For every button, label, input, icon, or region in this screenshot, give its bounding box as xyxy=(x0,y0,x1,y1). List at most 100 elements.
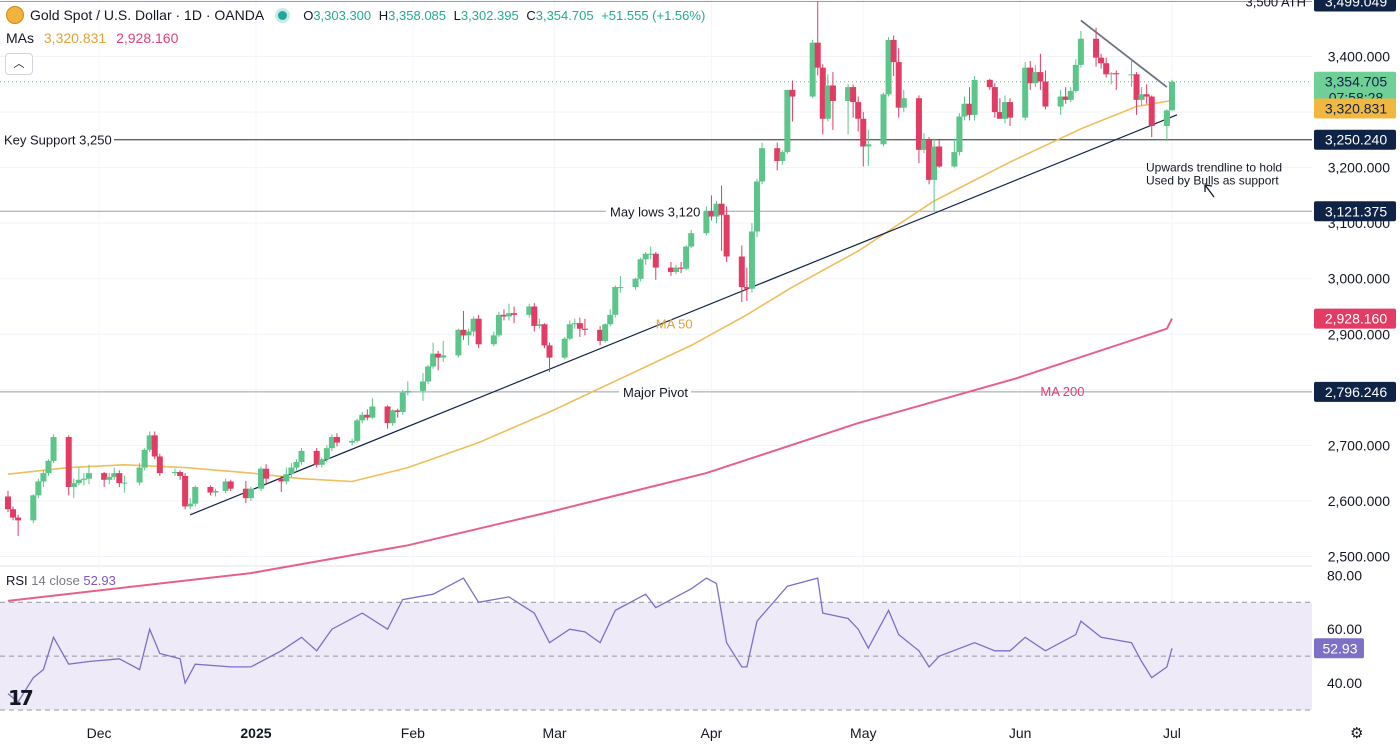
candle[interactable] xyxy=(192,487,199,504)
candle[interactable] xyxy=(926,139,933,180)
upward-trendline[interactable] xyxy=(189,114,1178,516)
rsi-legend[interactable]: RSI 14 close 52.93 xyxy=(6,573,116,588)
candle[interactable] xyxy=(860,118,867,147)
candle[interactable] xyxy=(951,152,958,167)
candle[interactable] xyxy=(688,233,695,247)
candle[interactable] xyxy=(865,144,872,147)
candle[interactable] xyxy=(673,267,680,273)
candle[interactable] xyxy=(718,203,725,215)
candle[interactable] xyxy=(850,87,857,103)
candle[interactable] xyxy=(809,42,816,97)
candle[interactable] xyxy=(440,355,447,358)
candle[interactable] xyxy=(683,246,690,269)
candle[interactable] xyxy=(222,481,229,491)
candle[interactable] xyxy=(242,488,249,499)
candle[interactable] xyxy=(207,487,214,493)
candle[interactable] xyxy=(156,456,163,474)
candle[interactable] xyxy=(182,475,189,507)
collapse-legend-button[interactable]: ︿ xyxy=(5,53,33,75)
candle[interactable] xyxy=(915,98,922,150)
candle[interactable] xyxy=(678,267,685,269)
candle[interactable] xyxy=(971,79,978,115)
candle[interactable] xyxy=(1163,110,1170,126)
candle[interactable] xyxy=(966,103,973,115)
candle[interactable] xyxy=(566,324,573,339)
candle[interactable] xyxy=(561,338,568,358)
candle[interactable] xyxy=(80,478,87,480)
candle[interactable] xyxy=(1062,96,1069,100)
tradingview-logo[interactable]: 17 xyxy=(8,686,34,710)
candle[interactable] xyxy=(617,287,624,289)
candle[interactable] xyxy=(1138,94,1145,100)
candle[interactable] xyxy=(475,318,482,345)
candle[interactable] xyxy=(1113,73,1120,75)
candle[interactable] xyxy=(759,148,766,182)
candle[interactable] xyxy=(1027,67,1034,84)
candle[interactable] xyxy=(784,89,791,153)
candle[interactable] xyxy=(333,437,340,443)
candle[interactable] xyxy=(10,509,17,518)
candle[interactable] xyxy=(652,253,659,268)
candle[interactable] xyxy=(389,410,396,424)
candle[interactable] xyxy=(278,478,285,482)
candle[interactable] xyxy=(30,495,37,521)
candle[interactable] xyxy=(961,103,968,117)
candle[interactable] xyxy=(1143,94,1150,97)
candle[interactable] xyxy=(15,517,22,521)
candle[interactable] xyxy=(536,324,543,326)
candle[interactable] xyxy=(667,267,674,273)
candle[interactable] xyxy=(500,314,507,317)
candle[interactable] xyxy=(531,306,538,326)
candle[interactable] xyxy=(151,435,158,457)
candle[interactable] xyxy=(895,62,902,108)
candle[interactable] xyxy=(855,102,862,119)
candle[interactable] xyxy=(318,459,325,465)
candle[interactable] xyxy=(495,314,502,336)
candle[interactable] xyxy=(885,39,892,95)
candle[interactable] xyxy=(1042,81,1049,107)
candle[interactable] xyxy=(404,390,411,393)
candle[interactable] xyxy=(50,437,57,461)
candle[interactable] xyxy=(511,313,518,315)
candle[interactable] xyxy=(425,366,432,382)
candle[interactable] xyxy=(247,488,254,499)
candle[interactable] xyxy=(506,313,513,317)
candle[interactable] xyxy=(597,329,604,341)
candle[interactable] xyxy=(602,324,609,341)
candle[interactable] xyxy=(956,116,963,153)
candle[interactable] xyxy=(465,331,472,336)
candle[interactable] xyxy=(637,259,644,279)
candle[interactable] xyxy=(136,467,143,483)
candle[interactable] xyxy=(394,410,401,413)
candle[interactable] xyxy=(65,437,72,488)
candle[interactable] xyxy=(900,98,907,108)
candle[interactable] xyxy=(1067,90,1074,100)
ma200-line[interactable] xyxy=(7,318,1173,602)
falling-channel-line[interactable] xyxy=(1080,19,1168,88)
candle[interactable] xyxy=(1007,102,1014,118)
candle[interactable] xyxy=(936,146,943,167)
candle[interactable] xyxy=(1103,63,1110,75)
candle[interactable] xyxy=(845,87,852,101)
candle[interactable] xyxy=(1168,81,1175,111)
candle[interactable] xyxy=(283,474,290,482)
candle[interactable] xyxy=(743,287,750,289)
candle[interactable] xyxy=(141,449,148,468)
candle[interactable] xyxy=(890,39,897,63)
candle[interactable] xyxy=(708,210,715,217)
candle[interactable] xyxy=(384,406,391,424)
symbol-title[interactable]: Gold Spot / U.S. Dollar · 1D · OANDA xyxy=(30,7,265,23)
candle[interactable] xyxy=(753,181,760,232)
candle[interactable] xyxy=(1108,73,1115,75)
candle[interactable] xyxy=(419,381,426,391)
candle[interactable] xyxy=(146,435,153,450)
candle[interactable] xyxy=(713,203,720,217)
candle[interactable] xyxy=(212,490,219,493)
candle[interactable] xyxy=(1001,102,1008,119)
candle[interactable] xyxy=(70,483,77,488)
candle[interactable] xyxy=(399,392,406,413)
candle[interactable] xyxy=(1133,74,1140,100)
candle[interactable] xyxy=(996,112,1003,119)
candle[interactable] xyxy=(880,94,887,145)
